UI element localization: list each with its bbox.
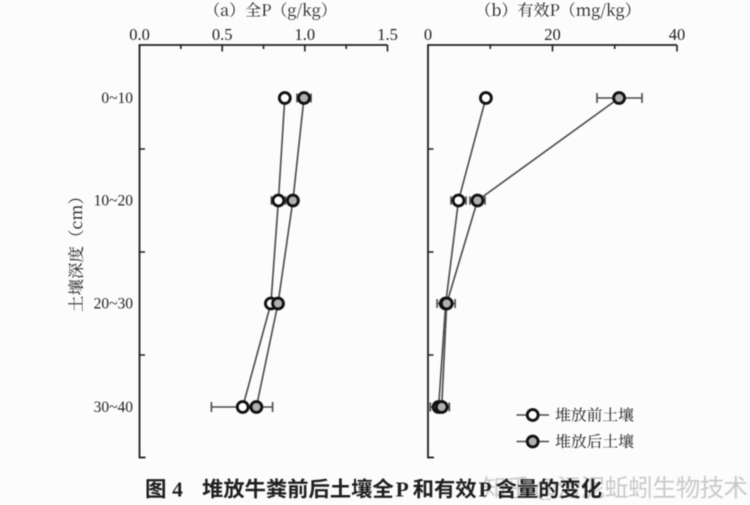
svg-text:0~10: 0~10 — [101, 90, 133, 107]
svg-text:1.0: 1.0 — [295, 25, 316, 44]
svg-text:0: 0 — [424, 25, 432, 44]
svg-text:4: 4 — [172, 478, 183, 501]
svg-text:P: P — [479, 478, 492, 501]
svg-text:40: 40 — [669, 25, 686, 44]
svg-text:P: P — [396, 478, 409, 501]
svg-text:20~30: 20~30 — [94, 296, 134, 313]
svg-text:0.5: 0.5 — [212, 25, 233, 44]
svg-text:0.0: 0.0 — [129, 25, 150, 44]
svg-text:1.5: 1.5 — [377, 25, 398, 44]
svg-text:20: 20 — [544, 25, 561, 44]
svg-text:10~20: 10~20 — [94, 193, 134, 210]
svg-text:30~40: 30~40 — [94, 399, 134, 416]
